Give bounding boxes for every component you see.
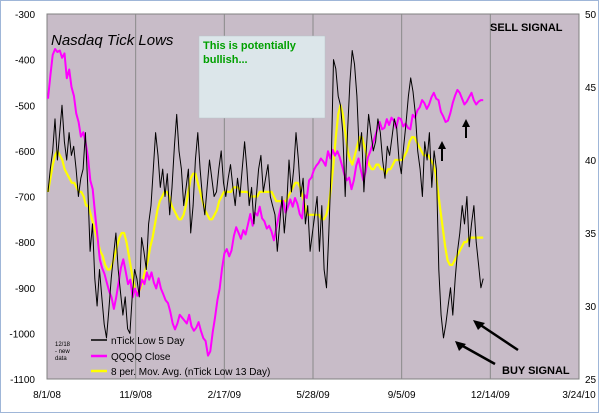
annotation-line-2: bullish...: [203, 54, 248, 66]
left-tick-label: -300: [15, 10, 35, 21]
series-line-qqqq-close: [47, 48, 484, 357]
x-tick-label: 2/17/09: [208, 390, 242, 401]
annotation-box: [198, 35, 326, 119]
arrow-up-ma-icon: [438, 141, 446, 161]
new-data-note-line-3: data: [55, 356, 67, 362]
right-tick-label: 35: [585, 229, 597, 240]
arrow-up-qqqq-icon: [462, 119, 470, 138]
legend-label-ma: 8 per. Mov. Avg. (nTick Low 13 Day): [111, 367, 270, 378]
right-tick-label: 40: [585, 156, 597, 167]
left-tick-label: -700: [15, 193, 35, 204]
left-axis-ticks: -300 -400 -500 -600 -700 -800 -900 -1000 -1100: [9, 10, 35, 386]
series-layer: [46, 48, 484, 357]
left-tick-label: -1100: [10, 375, 35, 386]
new-data-note-line-1: 12/18: [55, 342, 71, 348]
legend-label-qqqq: QQQQ Close: [111, 352, 171, 363]
left-tick-label: -400: [15, 56, 35, 67]
x-tick-label: 8/1/08: [33, 390, 61, 401]
series-line-ntick-low-5day: [47, 50, 484, 339]
right-tick-label: 30: [585, 302, 597, 313]
chart-title: Nasdaq Tick Lows: [51, 32, 174, 49]
new-data-note: 12/18 - new data: [55, 342, 71, 362]
x-tick-label: 9/5/09: [388, 390, 416, 401]
right-tick-label: 25: [585, 375, 597, 386]
x-axis-ticks: 8/1/08 11/9/08 2/17/09 5/28/09 9/5/09 12/14/0…: [33, 390, 596, 401]
x-tick-label: 5/28/09: [296, 390, 330, 401]
buy-signal-label: BUY SIGNAL: [502, 365, 570, 377]
x-tick-label: 12/14/09: [471, 390, 510, 401]
left-tick-label: -600: [15, 147, 35, 158]
right-tick-label: 50: [585, 10, 597, 21]
series-line-ma-ntick-13day: [46, 104, 484, 294]
new-data-note-line-2: - new: [55, 349, 70, 355]
right-axis-ticks: 50 45 40 35 30 25: [585, 10, 597, 386]
x-tick-label: 3/24/10: [562, 390, 596, 401]
arrow-buy-lower-icon: [455, 341, 496, 366]
legend-label-ntick: nTick Low 5 Day: [111, 336, 185, 347]
left-tick-label: -800: [15, 238, 35, 249]
annotation-line-1: This is potentially: [203, 40, 297, 52]
x-tick-label: 11/9/08: [119, 390, 152, 401]
left-tick-label: -500: [15, 101, 35, 112]
legend: nTick Low 5 Day QQQQ Close 8 per. Mov. A…: [91, 336, 270, 378]
arrow-buy-upper-icon: [473, 320, 519, 352]
right-tick-label: 45: [585, 83, 597, 94]
left-tick-label: -900: [15, 284, 35, 295]
left-tick-label: -1000: [9, 329, 35, 340]
sell-signal-label: SELL SIGNAL: [490, 22, 563, 34]
